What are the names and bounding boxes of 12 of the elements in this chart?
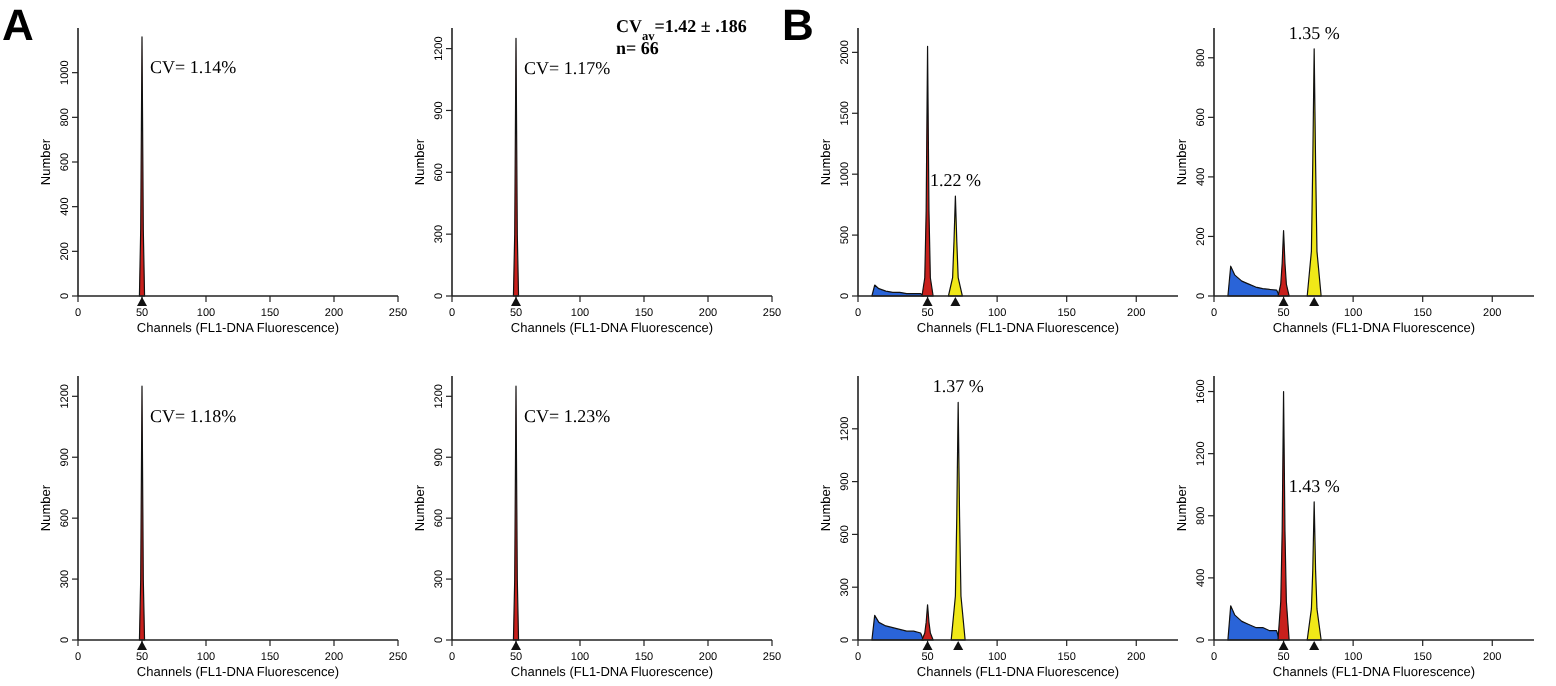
annotation: CV= 1.14% xyxy=(150,56,238,77)
annotation: CV= 1.17% xyxy=(524,58,612,79)
annotation: 1.37 % xyxy=(932,376,985,397)
chart-title: B xyxy=(782,0,814,50)
annotation: CV$_{av}$=1.42 ± .186 xyxy=(616,16,748,43)
annotation: 1.22 % xyxy=(929,170,982,191)
annotation: CV= 1.18% xyxy=(150,406,238,427)
annotation: 1.35 % xyxy=(1288,22,1341,43)
annotation: CV= 1.23% xyxy=(524,406,612,427)
chart-title: A xyxy=(2,0,34,50)
annotation: 1.43 % xyxy=(1288,475,1341,496)
annotation: n= 66 xyxy=(616,38,660,58)
